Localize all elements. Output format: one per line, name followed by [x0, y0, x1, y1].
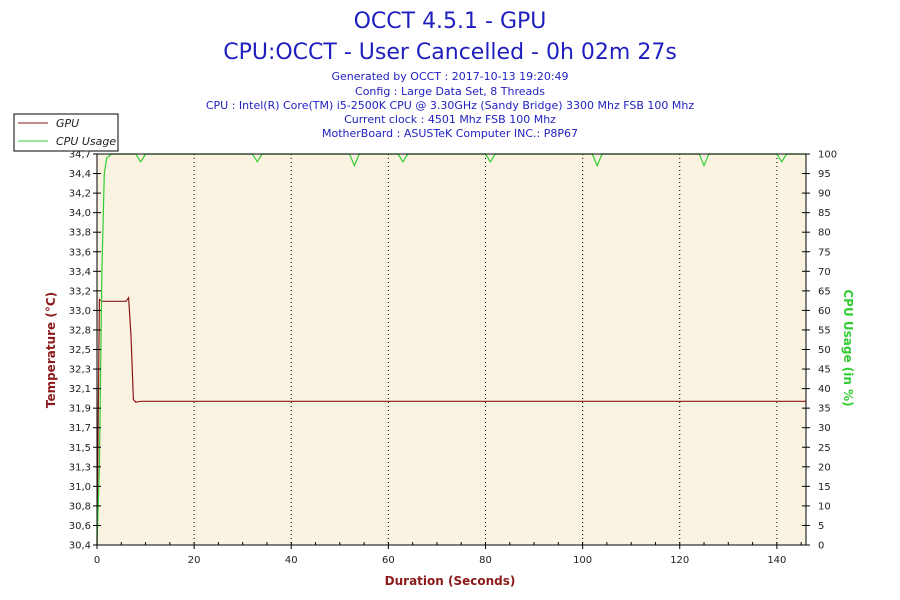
left-tick-label: 34,0: [69, 208, 91, 219]
left-tick-label: 30,4: [69, 541, 91, 552]
right-tick-label: 70: [818, 267, 831, 278]
right-tick-label: 80: [818, 228, 831, 239]
left-tick-label: 32,3: [69, 365, 91, 376]
left-tick-label: 34,7: [69, 150, 91, 161]
right-tick-label: 20: [818, 462, 831, 473]
right-tick-label: 25: [818, 443, 831, 454]
right-tick-label: 0: [818, 541, 824, 552]
legend-label-gpu: GPU: [56, 117, 79, 130]
x-tick-label: 120: [670, 555, 689, 566]
right-axis-ticks: 1009590858075706560555045403530252015105…: [802, 150, 837, 552]
chart-subtitle: CPU:OCCT - User Cancelled - 0h 02m 27s: [223, 40, 677, 65]
left-tick-label: 32,1: [69, 384, 91, 395]
right-tick-label: 40: [818, 384, 831, 395]
right-tick-label: 75: [818, 247, 831, 258]
left-tick-label: 30,8: [69, 501, 91, 512]
cpu-info: CPU : Intel(R) Core(TM) i5-2500K CPU @ 3…: [206, 99, 694, 112]
clock-info: Current clock : 4501 Mhz FSB 100 Mhz: [344, 113, 556, 126]
x-axis-ticks: 0 20 40 60 80 100 120 140: [94, 545, 786, 566]
left-tick-label: 33,2: [69, 286, 91, 297]
chart-title: OCCT 4.5.1 - GPU: [354, 9, 547, 34]
right-tick-label: 90: [818, 189, 831, 200]
right-tick-label: 10: [818, 501, 831, 512]
left-tick-label: 33,4: [69, 267, 91, 278]
left-tick-label: 32,5: [69, 345, 91, 356]
left-tick-label: 30,6: [69, 521, 91, 532]
right-tick-label: 100: [818, 150, 837, 161]
left-tick-label: 33,8: [69, 228, 91, 239]
config-info: Config : Large Data Set, 8 Threads: [355, 85, 545, 98]
x-tick-label: 40: [285, 555, 298, 566]
right-tick-label: 95: [818, 169, 831, 180]
right-tick-label: 60: [818, 306, 831, 317]
legend: GPU CPU Usage: [13, 113, 119, 152]
legend-label-cpu-usage: CPU Usage: [56, 135, 116, 148]
right-tick-label: 55: [818, 325, 831, 336]
legend-box: [13, 113, 119, 152]
right-tick-label: 5: [818, 521, 824, 532]
x-tick-label: 60: [382, 555, 395, 566]
generated-info: Generated by OCCT : 2017-10-13 19:20:49: [331, 70, 568, 83]
left-tick-label: 32,8: [69, 325, 91, 336]
right-tick-label: 85: [818, 208, 831, 219]
x-tick-label: 80: [479, 555, 492, 566]
right-tick-label: 35: [818, 404, 831, 415]
left-tick-label: 34,4: [69, 169, 91, 180]
x-tick-label: 20: [188, 555, 201, 566]
x-tick-label: 0: [94, 555, 100, 566]
left-tick-label: 31,3: [69, 462, 91, 473]
left-tick-label: 31,9: [69, 404, 91, 415]
left-tick-label: 31,7: [69, 423, 91, 434]
left-tick-label: 31,5: [69, 443, 91, 454]
x-tick-label: 140: [767, 555, 786, 566]
plot-area: [97, 154, 806, 545]
left-axis-ticks: 34,7 34,4 34,2 34,0 33,8 33,6 33,4 33,2 33,0 32,8…: [69, 150, 101, 552]
right-tick-label: 30: [818, 423, 831, 434]
series-line-gpu: [96, 295, 806, 546]
left-tick-label: 33,0: [69, 306, 91, 317]
left-tick-label: 34,2: [69, 189, 91, 200]
left-tick-label: 33,6: [69, 247, 91, 258]
right-tick-label: 50: [818, 345, 831, 356]
x-tick-label: 100: [573, 555, 592, 566]
right-tick-label: 15: [818, 482, 831, 493]
right-tick-label: 65: [818, 286, 831, 297]
x-axis-title: Duration (Seconds): [385, 574, 516, 588]
right-tick-label: 45: [818, 365, 831, 376]
y-axis-right-title: CPU Usage (in %): [841, 289, 855, 406]
left-tick-label: 31,0: [69, 482, 91, 493]
y-axis-left-title: Temperature (°C): [44, 292, 58, 408]
motherboard-info: MotherBoard : ASUSTeK Computer INC.: P8P…: [322, 127, 578, 140]
